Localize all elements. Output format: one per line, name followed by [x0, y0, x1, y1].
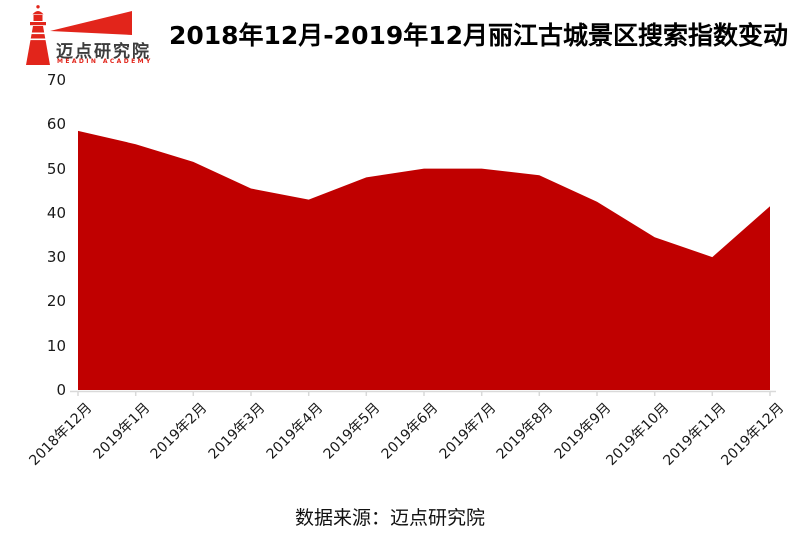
y-axis-tick-label: 50 — [46, 160, 66, 178]
y-axis-tick-label: 30 — [46, 248, 66, 266]
source-note: 数据来源：迈点研究院 — [294, 507, 485, 529]
y-axis-tick-label: 0 — [56, 381, 66, 399]
y-axis-tick-label: 20 — [46, 292, 66, 310]
tower-band — [26, 38, 50, 41]
y-axis-tick-label: 60 — [46, 115, 66, 133]
lighthouse-lamp-shape — [33, 15, 43, 21]
search-index-area-series — [78, 130, 770, 390]
logo: 迈点研究院 MEADIN ACADEMY — [12, 5, 167, 71]
y-axis-tick-label: 40 — [46, 204, 66, 222]
lighthouse-gallery-shape — [30, 22, 46, 26]
lighthouse-icon — [26, 5, 132, 65]
area-chart: 0 10 20 30 40 50 60 70 2018年12月 2019年1月 2019年2月 20… — [26, 71, 787, 469]
light-beam-shape — [50, 11, 132, 35]
y-axis-tick-label: 10 — [46, 337, 66, 355]
logo-subtitle: MEADIN ACADEMY — [57, 58, 153, 65]
tower-band — [27, 32, 49, 35]
lighthouse-tower-shape — [26, 26, 50, 65]
chart-title: 2018年12月-2019年12月丽江古城景区搜索指数变动 — [168, 21, 789, 50]
y-axis-tick-label: 70 — [46, 71, 66, 89]
logo-name: 迈点研究院 — [56, 42, 151, 62]
lighthouse-mast-shape — [36, 5, 40, 9]
lighthouse-dome-shape — [32, 11, 44, 15]
plot-area — [70, 130, 776, 396]
